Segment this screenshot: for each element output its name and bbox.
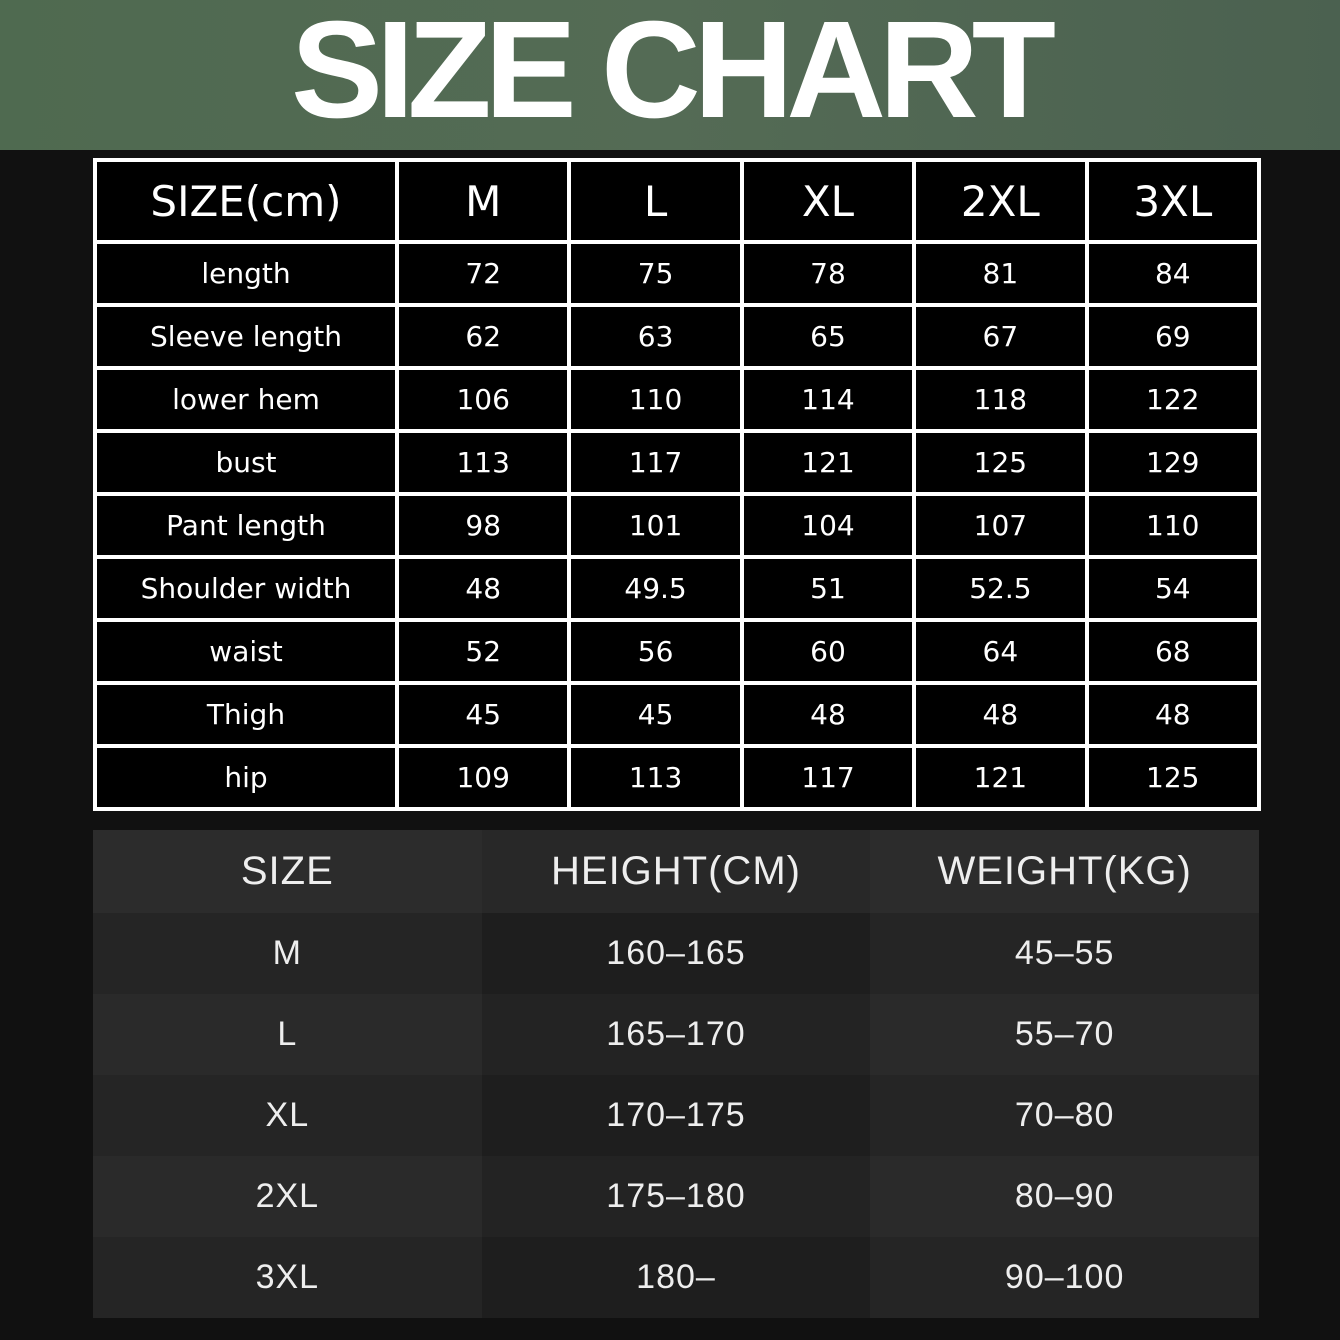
- table-cell: 90–100: [870, 1237, 1259, 1318]
- table-cell: 113: [394, 429, 572, 496]
- table-cell: 106: [394, 366, 572, 433]
- table-cell: 114: [739, 366, 917, 433]
- table-cell: 60: [739, 618, 917, 685]
- table-cell: Shoulder width: [93, 555, 399, 622]
- table-cell: 48: [912, 681, 1089, 748]
- table-cell: 48: [394, 555, 572, 622]
- column-header: SIZE(cm): [93, 158, 399, 244]
- column-header: 2XL: [912, 158, 1089, 244]
- table-row: Shoulder width 48 49.5 51 52.5 54: [93, 555, 1262, 622]
- table-cell: 49.5: [567, 555, 744, 622]
- table-cell: 56: [567, 618, 744, 685]
- measurement-table: SIZE(cm) M L XL 2XL 3XL length 72 75 78 81 84 Sleeve…: [93, 158, 1262, 811]
- column-header: XL: [739, 158, 917, 244]
- table-cell: 175–180: [481, 1156, 871, 1237]
- table-cell: 170–175: [481, 1075, 871, 1156]
- table-cell: 125: [1084, 744, 1262, 811]
- table-cell: 101: [567, 492, 744, 559]
- table-cell: 3XL: [93, 1237, 482, 1318]
- table-row: lower hem 106 110 114 118 122: [93, 366, 1262, 433]
- table-cell: 45–55: [870, 913, 1259, 994]
- table-cell: 160–165: [481, 913, 871, 994]
- table-cell: 64: [912, 618, 1089, 685]
- column-header: M: [394, 158, 572, 244]
- table-row: 2XL 175–180 80–90: [93, 1156, 1259, 1237]
- table-cell: Thigh: [93, 681, 399, 748]
- table-cell: 67: [912, 303, 1089, 370]
- table-cell: 45: [394, 681, 572, 748]
- table-row: Pant length 98 101 104 107 110: [93, 492, 1262, 559]
- table-cell: 45: [567, 681, 744, 748]
- table-cell: L: [93, 994, 482, 1075]
- table-cell: 72: [394, 240, 572, 307]
- table-cell: 80–90: [870, 1156, 1259, 1237]
- table-row: hip 109 113 117 121 125: [93, 744, 1262, 811]
- table-cell: 122: [1084, 366, 1262, 433]
- table-cell: 118: [912, 366, 1089, 433]
- table-cell: 165–170: [481, 994, 871, 1075]
- table-cell: Sleeve length: [93, 303, 399, 370]
- table-cell: 48: [739, 681, 917, 748]
- table-cell: 52: [394, 618, 572, 685]
- table-cell: 52.5: [912, 555, 1089, 622]
- table-cell: 78: [739, 240, 917, 307]
- table-row: waist 52 56 60 64 68: [93, 618, 1262, 685]
- table-cell: hip: [93, 744, 399, 811]
- table-cell: 110: [1084, 492, 1262, 559]
- table-cell: 69: [1084, 303, 1262, 370]
- table-cell: 68: [1084, 618, 1262, 685]
- column-header: SIZE: [93, 830, 482, 913]
- table-cell: 98: [394, 492, 572, 559]
- table-cell: 81: [912, 240, 1089, 307]
- column-header: 3XL: [1084, 158, 1262, 244]
- table-row: length 72 75 78 81 84: [93, 240, 1262, 307]
- title-banner: SIZE CHART: [0, 0, 1340, 150]
- column-header: WEIGHT(KG): [870, 830, 1259, 913]
- table-cell: lower hem: [93, 366, 399, 433]
- table-cell: 110: [567, 366, 744, 433]
- table-cell: waist: [93, 618, 399, 685]
- table-cell: 109: [394, 744, 572, 811]
- table-cell: 70–80: [870, 1075, 1259, 1156]
- table-cell: 84: [1084, 240, 1262, 307]
- table-cell: 125: [912, 429, 1089, 496]
- table-row: Thigh 45 45 48 48 48: [93, 681, 1262, 748]
- table-cell: length: [93, 240, 399, 307]
- table-cell: 62: [394, 303, 572, 370]
- table-row: Sleeve length 62 63 65 67 69: [93, 303, 1262, 370]
- table-cell: 121: [912, 744, 1089, 811]
- table-row: M 160–165 45–55: [93, 913, 1259, 994]
- table-cell: 129: [1084, 429, 1262, 496]
- table-cell: 75: [567, 240, 744, 307]
- table-cell: 117: [567, 429, 744, 496]
- table-cell: 48: [1084, 681, 1262, 748]
- height-weight-table: SIZE HEIGHT(CM) WEIGHT(KG) M 160–165 45–55 L 16…: [93, 830, 1259, 1318]
- table-cell: 113: [567, 744, 744, 811]
- column-header: L: [567, 158, 744, 244]
- table-cell: 55–70: [870, 994, 1259, 1075]
- table-row: bust 113 117 121 125 129: [93, 429, 1262, 496]
- header-row: SIZE(cm) M L XL 2XL 3XL: [93, 158, 1262, 244]
- table-row: XL 170–175 70–80: [93, 1075, 1259, 1156]
- table-cell: 121: [739, 429, 917, 496]
- page-title: SIZE CHART: [291, 0, 1056, 147]
- table-cell: 51: [739, 555, 917, 622]
- table-cell: M: [93, 913, 482, 994]
- header-row: SIZE HEIGHT(CM) WEIGHT(KG): [93, 830, 1259, 913]
- table-cell: 63: [567, 303, 744, 370]
- column-header: HEIGHT(CM): [481, 830, 871, 913]
- table-cell: XL: [93, 1075, 482, 1156]
- table-cell: 2XL: [93, 1156, 482, 1237]
- table-cell: 104: [739, 492, 917, 559]
- table-cell: 117: [739, 744, 917, 811]
- table-cell: 107: [912, 492, 1089, 559]
- table-cell: 54: [1084, 555, 1262, 622]
- table-cell: bust: [93, 429, 399, 496]
- table-row: 3XL 180– 90–100: [93, 1237, 1259, 1318]
- table-row: L 165–170 55–70: [93, 994, 1259, 1075]
- table-cell: 180–: [481, 1237, 871, 1318]
- table-cell: Pant length: [93, 492, 399, 559]
- table-cell: 65: [739, 303, 917, 370]
